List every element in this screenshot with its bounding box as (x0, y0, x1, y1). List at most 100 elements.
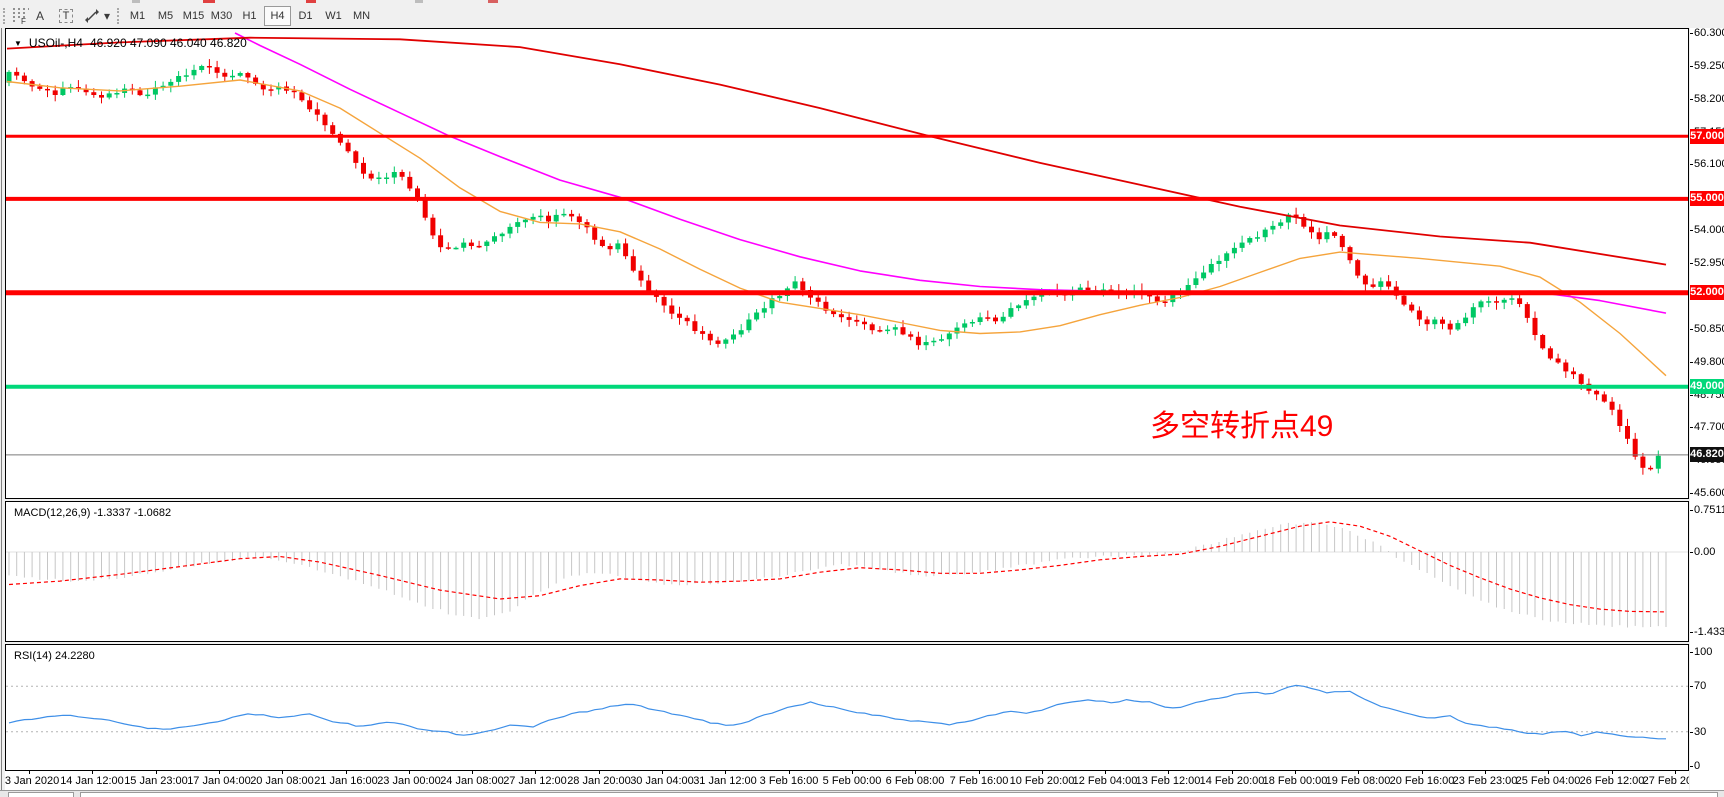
time-axis-label: 15 Jan 23:00 (124, 775, 188, 787)
time-axis-tick (346, 771, 347, 774)
time-axis-label: 17 Jan 04:00 (187, 775, 251, 787)
time-axis-label: 19 Feb 08:00 (1325, 775, 1391, 787)
price-axis-label: 49.800 (1690, 355, 1724, 369)
price-level-tag: 46.820 (1690, 447, 1724, 462)
time-axis-label: 13 Feb 12:00 (1135, 775, 1201, 787)
toolbar-drag-handle[interactable] (3, 8, 10, 24)
timeframe-button-d1[interactable]: D1 (298, 10, 313, 22)
timeframe-button-mn[interactable]: MN (352, 10, 371, 22)
time-axis-tick (979, 771, 980, 774)
chart-symbol-timeframe: USOil-,H4 (28, 36, 83, 50)
time-axis-label: 12 Feb 04:00 (1072, 775, 1138, 787)
time-axis-label: 21 Jan 16:00 (314, 775, 378, 787)
time-axis-tick (852, 771, 853, 774)
chart-title: ▼ USOil-,H4 46.920 47.090 46.040 46.820 (14, 36, 247, 50)
price-axis-label: 56.100 (1690, 157, 1724, 171)
chevron-down-icon: ▾ (103, 9, 111, 23)
timeframe-button-m15[interactable]: M15 (182, 10, 205, 22)
time-axis-label: 13 Jan 2020 (5, 775, 60, 787)
timeframe-button-m1[interactable]: M1 (129, 10, 146, 22)
rsi-axis-label: 30 (1689, 726, 1707, 738)
time-axis-label: 25 Feb 04:00 (1515, 775, 1581, 787)
time-axis-tick (1042, 771, 1043, 774)
time-axis-label: 23 Feb 23:00 (1452, 775, 1518, 787)
price-axis-label: 52.950 (1690, 256, 1724, 270)
dot-grid-icon: F (13, 8, 29, 25)
time-axis-label: 10 Feb 20:00 (1009, 775, 1075, 787)
grid-icon-letter: F (21, 17, 26, 25)
time-axis-tick (409, 771, 410, 774)
price-axis-label: 60.300 (1690, 26, 1724, 40)
price-scale[interactable]: 60.30059.25058.20057.15056.10055.05054.0… (1689, 26, 1724, 790)
rsi-pane[interactable]: RSI(14) 24.2280 (5, 644, 1689, 771)
time-axis-tick (1358, 771, 1359, 774)
time-axis-label: 27 Jan 12:00 (503, 775, 567, 787)
time-axis-tick (29, 771, 30, 774)
macd-indicator-label: MACD(12,26,9) -1.3337 -1.0682 (14, 507, 172, 519)
price-axis-label: 59.250 (1690, 59, 1724, 73)
pane-splitter[interactable] (5, 499, 1689, 501)
price-axis-label: 50.850 (1690, 322, 1724, 336)
time-axis-tick (282, 771, 283, 774)
text-box-button[interactable]: T (54, 6, 78, 26)
time-axis-tick (599, 771, 600, 774)
timeframe-button-h4[interactable]: H4 (264, 6, 291, 26)
time-axis-label: 3 Feb 16:00 (759, 775, 819, 787)
text-label-button[interactable]: A (30, 6, 50, 26)
time-axis-tick (535, 771, 536, 774)
arrows-tool-button[interactable] (82, 6, 102, 26)
time-axis-label: 6 Feb 08:00 (885, 775, 945, 787)
timeframe-button-m5[interactable]: M5 (157, 10, 174, 22)
time-axis-label: 20 Feb 16:00 (1389, 775, 1455, 787)
time-axis-tick (1232, 771, 1233, 774)
time-axis-tick (1612, 771, 1613, 774)
price-axis-label: 47.700 (1690, 420, 1724, 434)
chart-ohlc-values: 46.920 47.090 46.040 46.820 (89, 36, 247, 50)
arrows-dropdown-button[interactable]: ▾ (100, 6, 114, 26)
time-axis-tick (915, 771, 916, 774)
clipped-icon-fragment (306, 0, 316, 3)
clipped-icon-fragment (488, 0, 498, 3)
time-axis-label: 28 Jan 20:00 (567, 775, 631, 787)
rsi-axis-label: 0 (1689, 760, 1701, 772)
toolbar: F A T ▾ M1 M5 M15 M30 H1 H4 D1 W1 MN (0, 4, 1724, 28)
candlestick-chart[interactable] (6, 29, 1688, 498)
macd-chart[interactable] (6, 502, 1688, 641)
price-axis-label: 45.600 (1690, 486, 1724, 500)
rsi-chart[interactable] (6, 645, 1688, 770)
time-axis-tick (725, 771, 726, 774)
time-axis-label: 26 Feb 12:00 (1579, 775, 1645, 787)
clipped-icon-fragment (203, 0, 215, 3)
time-axis-tick (1675, 771, 1676, 774)
rsi-indicator-label: RSI(14) 24.2280 (14, 650, 95, 662)
clipped-status-box (80, 792, 1718, 797)
toolbar-drag-handle[interactable] (117, 8, 124, 24)
time-axis-label: 27 Feb 20:00 (1642, 775, 1689, 787)
text-label-icon: A (35, 9, 44, 23)
price-chart-pane[interactable]: ▼ USOil-,H4 46.920 47.090 46.040 46.820 … (5, 28, 1689, 499)
timeframe-group: M1 M5 M15 M30 H1 H4 D1 W1 MN (124, 6, 375, 26)
window-edge (1, 28, 2, 790)
grid-snap-icon[interactable]: F (10, 6, 32, 26)
time-axis-label: 18 Feb 00:00 (1262, 775, 1328, 787)
time-axis-tick (1105, 771, 1106, 774)
time-axis-tick (1295, 771, 1296, 774)
price-level-tag: 55.000 (1690, 191, 1724, 206)
time-axis-tick (1168, 771, 1169, 774)
time-axis-tick (156, 771, 157, 774)
time-axis-tick (219, 771, 220, 774)
chart-title-collapse-icon[interactable]: ▼ (14, 38, 22, 48)
clipped-icon-fragment (132, 0, 140, 3)
price-axis-label: 58.200 (1690, 92, 1724, 106)
timeframe-button-h1[interactable]: H1 (242, 10, 257, 22)
timeframe-button-w1[interactable]: W1 (325, 10, 342, 22)
price-level-tag: 57.000 (1690, 129, 1724, 144)
chart-text-annotation[interactable]: 多空转折点49 (1150, 410, 1334, 443)
timeframe-button-m30[interactable]: M30 (210, 10, 233, 22)
pane-splitter[interactable] (5, 642, 1689, 644)
time-axis-tick (1485, 771, 1486, 774)
macd-pane[interactable]: MACD(12,26,9) -1.3337 -1.0682 (5, 501, 1689, 642)
rsi-axis-label: 70 (1689, 680, 1707, 692)
